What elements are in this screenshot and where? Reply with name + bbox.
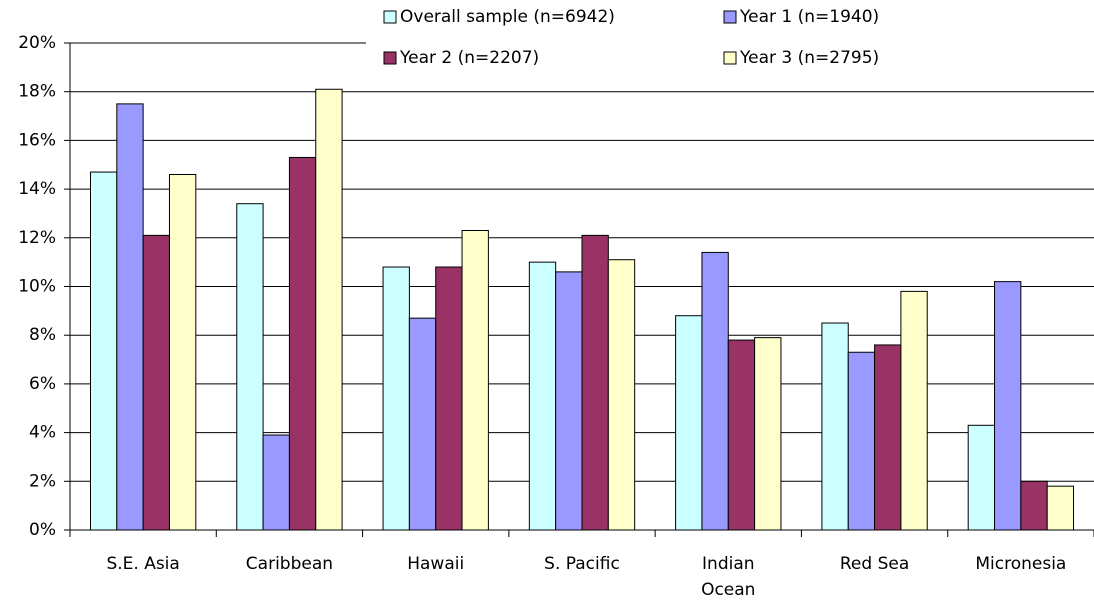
bar bbox=[821, 322, 849, 531]
y-tick-label: 12% bbox=[18, 228, 56, 248]
bar bbox=[754, 337, 782, 531]
bar bbox=[874, 344, 902, 531]
y-tick-label: 8% bbox=[29, 325, 56, 345]
bar bbox=[315, 88, 343, 531]
y-tick-label: 14% bbox=[18, 179, 56, 199]
legend-label: Overall sample (n=6942) bbox=[400, 7, 615, 27]
bar bbox=[408, 317, 437, 531]
y-tick-label: 0% bbox=[29, 520, 56, 540]
legend-swatch bbox=[723, 10, 737, 24]
bar bbox=[675, 315, 703, 531]
x-tick-label: S.E. Asia bbox=[106, 554, 180, 574]
x-tick-label: Micronesia bbox=[975, 554, 1067, 574]
legend-swatch bbox=[383, 51, 397, 65]
x-tick-label: Caribbean bbox=[245, 554, 334, 574]
bar bbox=[900, 290, 928, 531]
x-tick-label: Indian Ocean bbox=[701, 554, 756, 600]
bar bbox=[607, 259, 636, 531]
x-tick-label: Hawaii bbox=[407, 554, 465, 574]
y-tick-label: 16% bbox=[18, 130, 56, 150]
bar bbox=[1020, 480, 1048, 531]
bar bbox=[994, 281, 1022, 531]
bar bbox=[581, 234, 609, 531]
bar bbox=[382, 266, 410, 531]
y-tick-label: 4% bbox=[29, 423, 56, 443]
bar bbox=[435, 266, 463, 531]
bar bbox=[288, 156, 317, 531]
bar bbox=[528, 261, 557, 531]
x-tick-label: S. Pacific bbox=[544, 554, 620, 574]
legend-label: Year 1 (n=1940) bbox=[739, 7, 879, 27]
bar bbox=[461, 229, 489, 531]
y-tick-label: 6% bbox=[29, 374, 56, 394]
y-tick-label: 2% bbox=[29, 471, 56, 491]
bar bbox=[727, 339, 756, 531]
y-tick-label: 20% bbox=[18, 33, 56, 53]
legend-label: Year 2 (n=2207) bbox=[399, 48, 539, 68]
y-tick-label: 18% bbox=[18, 82, 56, 102]
bar bbox=[555, 271, 583, 531]
bar bbox=[1046, 485, 1075, 531]
y-tick-label: 10% bbox=[18, 277, 56, 297]
bar bbox=[236, 203, 264, 531]
legend-swatch bbox=[723, 51, 737, 65]
bar bbox=[701, 251, 729, 531]
bar bbox=[847, 351, 876, 531]
bar bbox=[116, 103, 144, 531]
bar bbox=[262, 434, 290, 531]
legend-label: Year 3 (n=2795) bbox=[739, 48, 879, 68]
bar bbox=[142, 234, 170, 531]
legend-swatch bbox=[383, 10, 397, 24]
bar bbox=[168, 173, 197, 531]
x-tick-label: Red Sea bbox=[839, 554, 910, 574]
bar bbox=[89, 171, 118, 531]
bar bbox=[967, 424, 996, 531]
